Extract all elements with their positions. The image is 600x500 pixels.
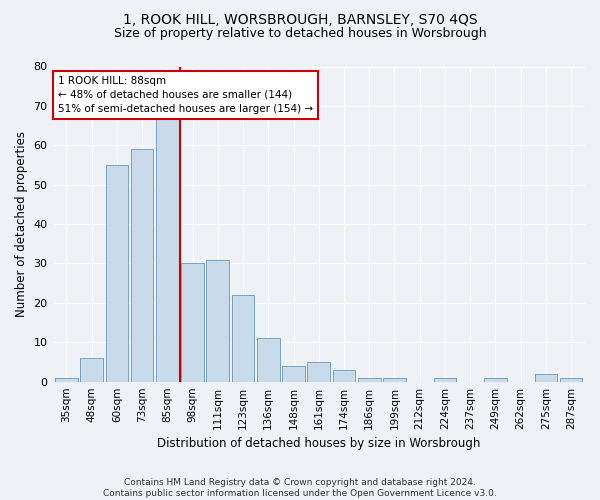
Bar	[332, 370, 355, 382]
Bar	[257, 338, 280, 382]
Bar	[232, 295, 254, 382]
Bar	[358, 378, 380, 382]
Y-axis label: Number of detached properties: Number of detached properties	[15, 131, 28, 317]
Bar	[131, 149, 154, 382]
X-axis label: Distribution of detached houses by size in Worsbrough: Distribution of detached houses by size …	[157, 437, 481, 450]
Bar	[434, 378, 457, 382]
Bar	[282, 366, 305, 382]
Bar	[560, 378, 583, 382]
Bar	[535, 374, 557, 382]
Text: 1 ROOK HILL: 88sqm
← 48% of detached houses are smaller (144)
51% of semi-detach: 1 ROOK HILL: 88sqm ← 48% of detached hou…	[58, 76, 313, 114]
Bar	[80, 358, 103, 382]
Bar	[156, 114, 179, 382]
Text: Size of property relative to detached houses in Worsbrough: Size of property relative to detached ho…	[113, 28, 487, 40]
Bar	[55, 378, 78, 382]
Bar	[206, 260, 229, 382]
Bar	[307, 362, 330, 382]
Bar	[383, 378, 406, 382]
Text: Contains HM Land Registry data © Crown copyright and database right 2024.
Contai: Contains HM Land Registry data © Crown c…	[103, 478, 497, 498]
Bar	[106, 165, 128, 382]
Bar	[484, 378, 507, 382]
Bar	[181, 264, 204, 382]
Text: 1, ROOK HILL, WORSBROUGH, BARNSLEY, S70 4QS: 1, ROOK HILL, WORSBROUGH, BARNSLEY, S70 …	[122, 12, 478, 26]
